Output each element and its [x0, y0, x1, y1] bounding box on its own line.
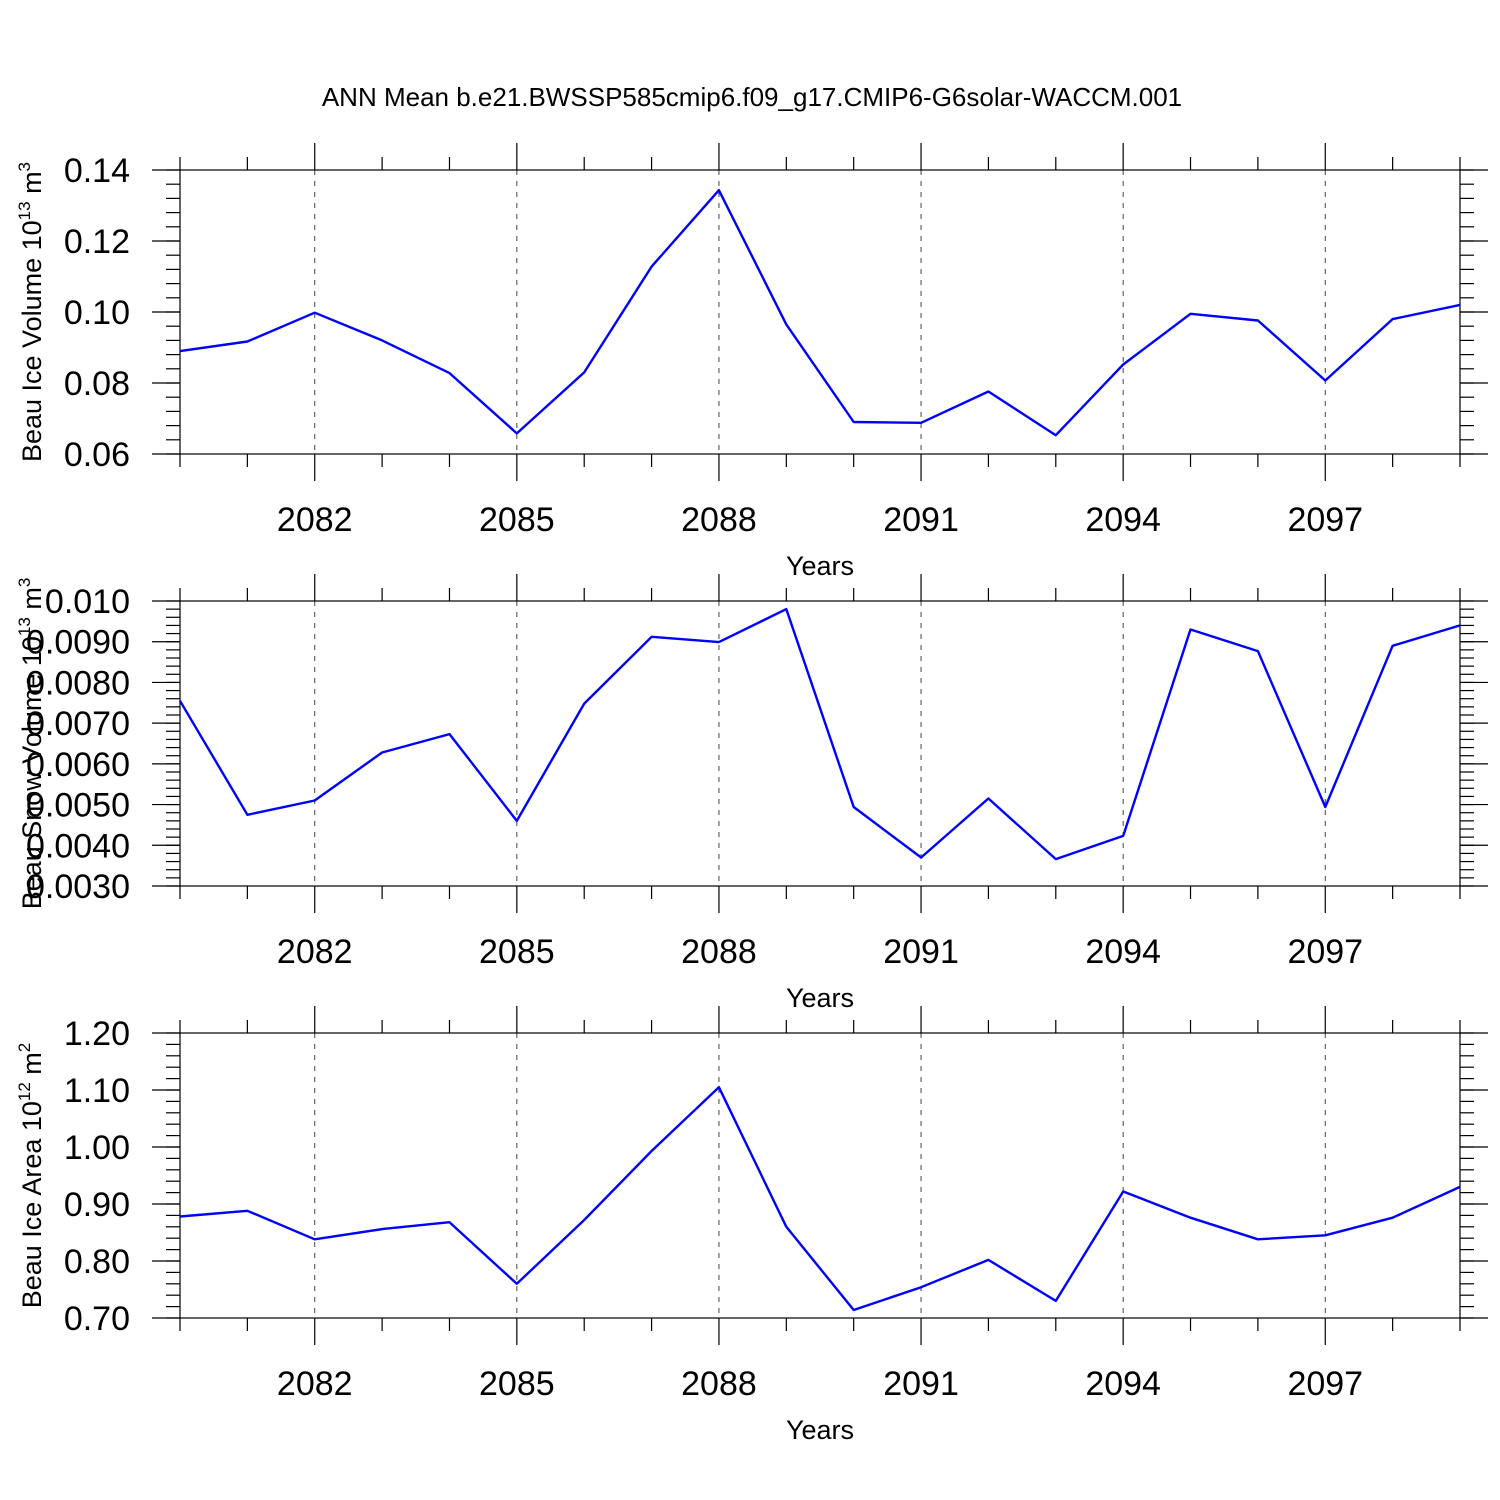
- x-axis-label: Years: [786, 1415, 854, 1445]
- x-tick-label: 2088: [681, 1365, 757, 1403]
- y-axis-label-text: Beau Ice Area 10: [17, 1101, 47, 1308]
- chart-panel-1: 2082 2085 2088 2091 2094 2097 Years 0.06 0.08 0.1…: [15, 143, 1488, 581]
- series-line: [179, 188, 1461, 437]
- y-axis-label-unit-exponent: 3: [15, 578, 34, 587]
- x-tick-label: 2094: [1085, 1365, 1161, 1403]
- y-axis-label-exponent: 13: [15, 617, 34, 636]
- y-axis-label-unit-exponent: 2: [15, 1043, 34, 1052]
- x-tick-label: 2094: [1085, 501, 1161, 539]
- plot-frame: [179, 169, 1461, 455]
- y-axis-label-exponent: 13: [15, 201, 34, 220]
- y-tick-label: 0.0060: [26, 746, 130, 784]
- x-tick-label: 2094: [1085, 933, 1161, 971]
- series-line: [179, 1085, 1461, 1312]
- y-axis-label-unit: m: [17, 1052, 47, 1082]
- x-tick-label: 2088: [681, 933, 757, 971]
- y-tick-label: 0.14: [64, 152, 130, 190]
- x-tick-label: 2085: [479, 1365, 555, 1403]
- y-tick-label: 0.90: [64, 1186, 130, 1224]
- y-tick-label: 0.06: [64, 436, 130, 474]
- y-tick-label: 0.12: [64, 223, 130, 261]
- x-tick-label: 2082: [277, 933, 353, 971]
- y-axis-label: Beau Ice Area 1012 m2: [15, 1043, 47, 1309]
- y-axis-label-text: Beau Snow Volume 10: [17, 636, 47, 909]
- y-tick-label: 0.0090: [26, 624, 130, 662]
- series-line: [178, 607, 1461, 861]
- y-tick-label: 1.00: [64, 1129, 130, 1167]
- x-tick-label: 2097: [1287, 501, 1363, 539]
- x-tick-label: 2082: [277, 501, 353, 539]
- x-tick-label: 2088: [681, 501, 757, 539]
- y-tick-label: 1.20: [64, 1015, 130, 1053]
- y-tick-label: 0.08: [64, 365, 130, 403]
- x-tick-label: 2085: [479, 501, 555, 539]
- y-tick-label: 0.0040: [26, 827, 130, 865]
- y-tick-label: 0.0050: [26, 787, 130, 825]
- panels: 2082 2085 2088 2091 2094 2097 Years 0.06 0.08 0.1…: [15, 143, 1488, 1445]
- y-axis-label-text: Beau Ice Volume 10: [17, 220, 47, 462]
- x-tick-label: 2082: [277, 1365, 353, 1403]
- x-tick-label: 2091: [883, 933, 959, 971]
- x-tick-label: 2097: [1287, 1365, 1363, 1403]
- chart-panel-3: 2082 2085 2088 2091 2094 2097 Years 0.70 0.80 0.9…: [15, 1006, 1488, 1445]
- y-axis-label-unit-exponent: 3: [15, 162, 34, 171]
- y-axis-label-unit: m: [17, 171, 47, 201]
- x-tick-label: 2085: [479, 933, 555, 971]
- y-tick-label: 0.0070: [26, 705, 130, 743]
- y-tick-label: 1.10: [64, 1072, 130, 1110]
- chart-panel-2: 2082 2085 2088 2091 2094 2097 Years 0.00300.004…: [15, 574, 1488, 1013]
- x-axis-label: Years: [786, 983, 854, 1013]
- y-tick-label: 0.10: [64, 294, 130, 332]
- y-axis-label-exponent: 12: [15, 1082, 34, 1101]
- y-tick-label: 0.0030: [26, 868, 130, 906]
- x-tick-label: 2097: [1287, 933, 1363, 971]
- y-tick-label: 0.010: [45, 583, 130, 621]
- x-tick-label: 2091: [883, 1365, 959, 1403]
- y-tick-label: 0.70: [64, 1300, 130, 1338]
- plot-frame: [179, 1032, 1461, 1319]
- y-tick-label: 0.80: [64, 1243, 130, 1281]
- y-tick-label: 0.0080: [26, 664, 130, 702]
- y-axis-label: Beau Snow Volume 1013 m3: [15, 578, 47, 910]
- figure-title: ANN Mean b.e21.BWSSP585cmip6.f09_g17.CMI…: [322, 82, 1182, 112]
- plot-frame: [179, 600, 1461, 887]
- y-axis-label-unit: m: [17, 587, 47, 617]
- x-axis-label: Years: [786, 551, 854, 581]
- y-axis-label: Beau Ice Volume 1013 m3: [15, 162, 47, 462]
- x-tick-label: 2091: [883, 501, 959, 539]
